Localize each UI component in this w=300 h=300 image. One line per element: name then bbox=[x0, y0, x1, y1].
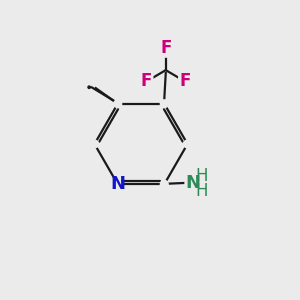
Text: H: H bbox=[195, 167, 207, 185]
Circle shape bbox=[160, 180, 168, 188]
Circle shape bbox=[88, 86, 90, 88]
Circle shape bbox=[91, 140, 98, 148]
Text: F: F bbox=[179, 72, 190, 90]
Circle shape bbox=[160, 100, 168, 108]
Text: F: F bbox=[141, 72, 152, 90]
Text: F: F bbox=[160, 39, 171, 57]
Text: N: N bbox=[185, 174, 200, 192]
Circle shape bbox=[114, 100, 122, 108]
Text: N: N bbox=[110, 175, 125, 193]
Circle shape bbox=[114, 180, 122, 188]
Circle shape bbox=[184, 140, 191, 148]
Text: H: H bbox=[195, 182, 207, 200]
